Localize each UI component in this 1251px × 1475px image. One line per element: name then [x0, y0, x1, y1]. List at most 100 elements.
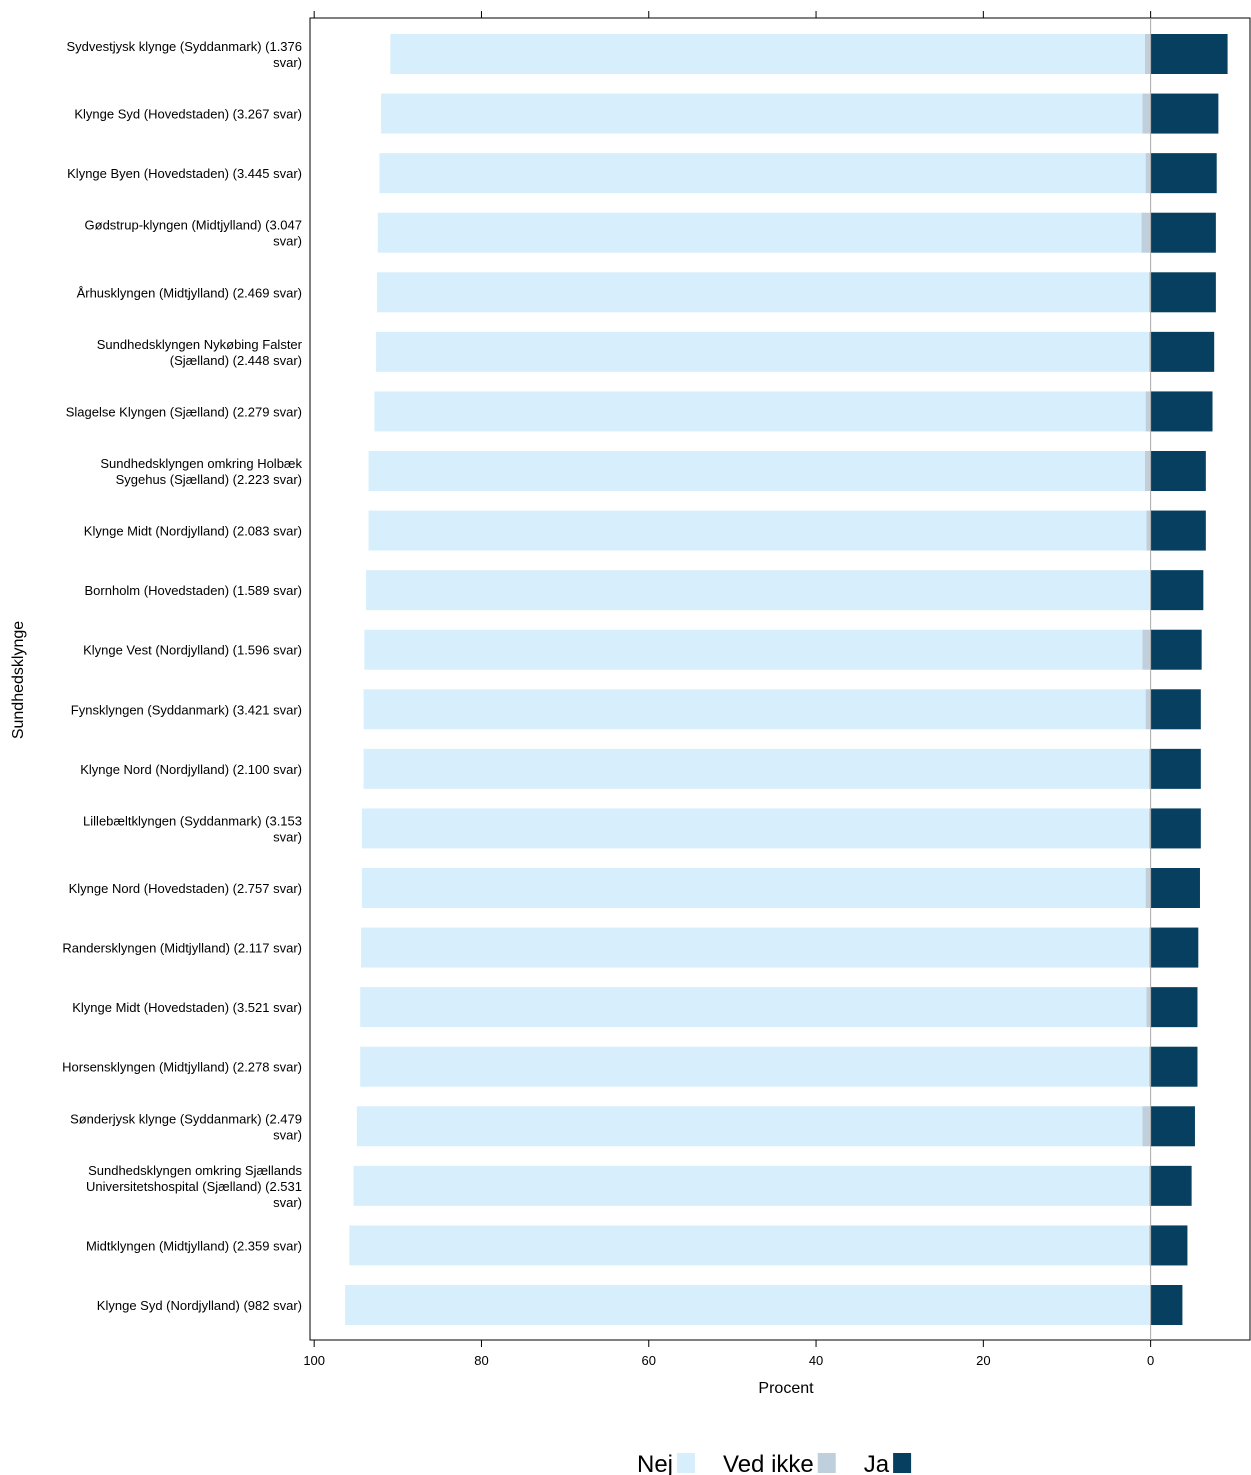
legend-label: Ja [864, 1451, 890, 1475]
bar-segment [1150, 987, 1198, 1028]
y-tick-label: Sundhedsklyngen omkring Holbæk Sygehus (S… [100, 456, 302, 487]
bar-segment [363, 689, 1146, 730]
bar-segment [360, 987, 1147, 1028]
bar-segment [349, 1225, 1149, 1266]
bar-segment [1150, 153, 1217, 194]
x-tick-label: 60 [642, 1353, 656, 1368]
bar-segment [1150, 927, 1199, 968]
bar-segment [1145, 153, 1151, 194]
bar-segment [345, 1285, 1150, 1325]
bar-segment [1150, 629, 1202, 670]
bar-segment [1145, 391, 1151, 432]
y-tick-label: Sundhedsklyngen Nykøbing Falster (Sjællan… [97, 337, 303, 368]
bar-segment [376, 331, 1149, 372]
bar-segment [1142, 629, 1151, 670]
bar-segment [1144, 34, 1151, 74]
bar-segment [1148, 808, 1151, 849]
bar-segment [1150, 1046, 1198, 1087]
y-tick-label: Midtklyngen (Midtjylland) (2.359 svar) [86, 1238, 302, 1253]
y-tick-label: Slagelse Klyngen (Sjælland) (2.279 svar) [66, 404, 302, 419]
y-tick-label: Horsensklyngen (Midtjylland) (2.278 svar… [62, 1060, 302, 1075]
bar-segment [1150, 570, 1204, 611]
bar-segment [1148, 1046, 1151, 1087]
bar-segment [360, 1046, 1149, 1087]
bar-segment [1145, 689, 1151, 730]
bar-segment [1142, 1106, 1151, 1147]
bar-segment [1148, 331, 1151, 372]
bar-segment [363, 748, 1149, 789]
bar-segment [1145, 868, 1151, 908]
bar-segment [1150, 1165, 1192, 1206]
y-axis-label: Sundhedsklynge [10, 621, 27, 739]
y-tick-label: Randersklyngen (Midtjylland) (2.117 svar… [62, 941, 302, 956]
bar-segment [1150, 868, 1200, 908]
bar-segment [356, 1106, 1143, 1147]
y-tick-label: Lillebæltklyngen (Syddanmark) (3.153 svar… [83, 813, 302, 844]
bar-segment [1148, 1165, 1151, 1206]
y-tick-label: Sydvestjysk klynge (Syddanmark) (1.376 sv… [66, 39, 302, 70]
x-tick-label: 0 [1147, 1353, 1154, 1368]
x-tick-label: 20 [976, 1353, 990, 1368]
y-tick-label: Klynge Midt (Hovedstaden) (3.521 svar) [72, 1000, 302, 1015]
bar-segment [1150, 34, 1228, 74]
y-tick-label: Klynge Midt (Nordjylland) (2.083 svar) [84, 524, 302, 539]
y-tick-label: Klynge Syd (Nordjylland) (982 svar) [97, 1298, 302, 1313]
y-tick-label: Fynsklyngen (Syddanmark) (3.421 svar) [71, 702, 302, 717]
x-tick-label: 100 [303, 1353, 325, 1368]
bar-segment [1150, 510, 1206, 551]
x-tick-label: 80 [474, 1353, 488, 1368]
bar-segment [368, 510, 1147, 551]
bar-segment [376, 272, 1149, 313]
bar-segment [361, 927, 1149, 968]
bar-segment [1141, 212, 1151, 253]
bar-segment [1150, 93, 1219, 134]
bar-segment [1144, 451, 1151, 491]
y-tick-label: Gødstrup-klyngen (Midtjylland) (3.047 sva… [85, 218, 302, 249]
bar-segment [1150, 808, 1201, 849]
bar-segment [1150, 272, 1216, 313]
legend-swatch [893, 1453, 912, 1473]
y-tick-label: Bornholm (Hovedstaden) (1.589 svar) [85, 583, 303, 598]
bar-segment [1148, 927, 1151, 968]
bar-segment [390, 34, 1145, 74]
bar-segment [1148, 1225, 1151, 1266]
bar-segment [377, 212, 1142, 253]
bar-segment [1150, 212, 1216, 253]
plot-frame [309, 17, 1251, 1341]
legend-label: Ved ikke [723, 1451, 814, 1475]
bar-segment [1150, 1106, 1195, 1147]
bar-segment [1142, 93, 1151, 134]
bar-segment [1148, 748, 1151, 789]
y-tick-label: Klynge Nord (Nordjylland) (2.100 svar) [80, 762, 302, 777]
x-tick-label: 40 [809, 1353, 823, 1368]
bar-segment [1148, 272, 1151, 313]
legend-label: Nej [637, 1451, 673, 1475]
legend-swatch [817, 1453, 836, 1473]
bar-segment [379, 153, 1146, 194]
y-tick-label: Sundhedsklyngen omkring Sjællands Univers… [86, 1163, 303, 1210]
bar-segment [1150, 689, 1201, 730]
bar-segment [1146, 510, 1151, 551]
bar-segment [1150, 1225, 1188, 1266]
y-tick-label: Sønderjysk klynge (Syddanmark) (2.479 sva… [70, 1111, 302, 1142]
bar-segment [1150, 1285, 1183, 1325]
bar-segment [361, 808, 1149, 849]
bar-segment [368, 451, 1145, 491]
y-tick-label: Klynge Syd (Hovedstaden) (3.267 svar) [74, 107, 302, 122]
y-tick-label: Århusklyngen (Midtjylland) (2.469 svar) [77, 285, 302, 300]
bar-segment [374, 391, 1146, 432]
bar-segment [361, 868, 1146, 908]
bar-segment [1150, 748, 1201, 789]
y-tick-label: Klynge Byen (Hovedstaden) (3.445 svar) [67, 166, 302, 181]
x-axis-label: Procent [758, 1380, 814, 1397]
bar-segment [353, 1165, 1149, 1206]
bar-segment [1146, 987, 1151, 1028]
y-tick-label: Klynge Vest (Nordjylland) (1.596 svar) [83, 643, 302, 658]
y-tick-label: Klynge Nord (Hovedstaden) (2.757 svar) [69, 881, 302, 896]
bar-segment [1150, 391, 1213, 432]
bar-segment [1150, 331, 1215, 372]
bar-segment [366, 570, 1150, 611]
legend-swatch [677, 1453, 696, 1473]
bar-segment [1150, 451, 1206, 491]
bar-segment [381, 93, 1143, 134]
